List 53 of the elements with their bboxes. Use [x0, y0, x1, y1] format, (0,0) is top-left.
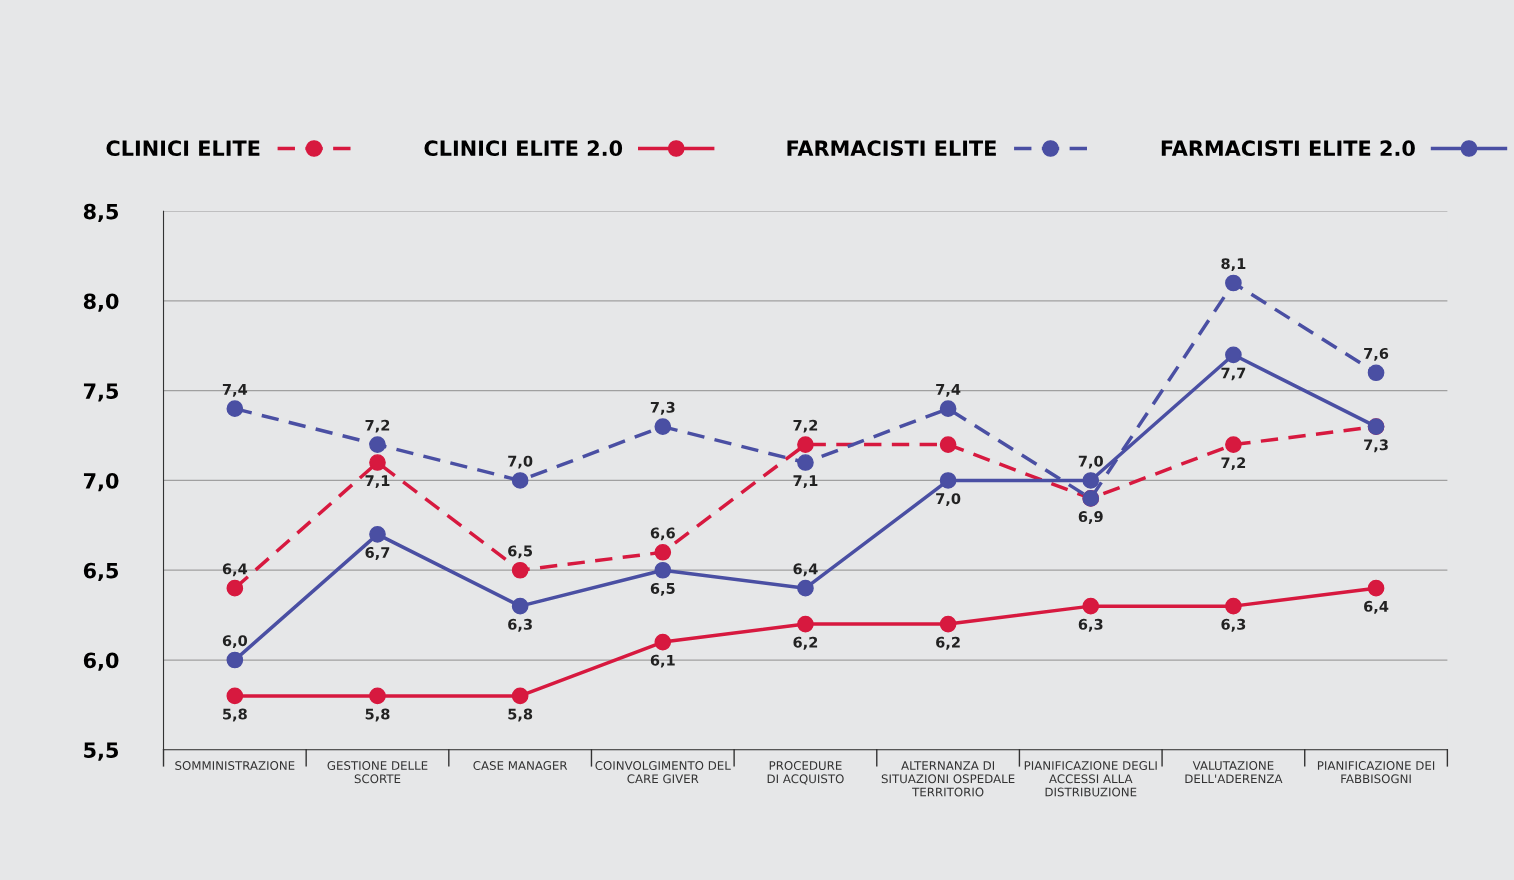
- x-tick-label: CASE MANAGER: [473, 761, 568, 771]
- y-tick-label: 8,0: [83, 293, 119, 312]
- legend-label: FARMACISTI ELITE: [787, 140, 996, 157]
- data-label: 6,6: [650, 527, 675, 541]
- legend-label: FARMACISTI ELITE 2.0: [1161, 140, 1415, 157]
- y-tick-label: 6,0: [83, 652, 119, 671]
- data-label: 7,0: [508, 455, 533, 469]
- data-label: 7,2: [793, 419, 818, 433]
- data-label: 5,8: [223, 708, 247, 722]
- data-label: 6,5: [650, 582, 675, 596]
- data-label: 6,4: [793, 563, 818, 577]
- data-label: 7,2: [1221, 457, 1246, 471]
- y-tick-label: 5,5: [84, 742, 119, 761]
- legend-label: CLINICI ELITE 2.0: [424, 140, 623, 157]
- data-label: 5,8: [508, 708, 533, 722]
- data-label: 6,9: [1078, 511, 1103, 524]
- x-tick-label: COINVOLGIMENTO DEL CARE GIVER: [595, 761, 731, 784]
- data-label: 6,3: [1221, 618, 1246, 632]
- x-tick-label: PIANIFICAZIONE DEGLI ACCESSI ALLA DISTRIBUZIONE: [1024, 761, 1157, 797]
- data-label: 7,0: [936, 493, 961, 507]
- data-label: 8,1: [1221, 258, 1246, 272]
- y-tick-label: 8,5: [83, 203, 119, 223]
- data-label: 7,3: [1364, 439, 1388, 453]
- data-label: 7,4: [936, 384, 961, 397]
- data-label: 7,1: [793, 475, 818, 489]
- data-label: 6,4: [1364, 600, 1389, 614]
- data-label: 6,0: [222, 635, 248, 649]
- x-tick-label: GESTIONE DELLE SCORTE: [327, 761, 428, 784]
- data-label: 6,4: [222, 563, 248, 577]
- y-tick-label: 6,5: [83, 562, 119, 582]
- data-label: 6,2: [936, 636, 960, 650]
- data-label: 5,8: [365, 708, 390, 722]
- data-label: 6,5: [508, 545, 533, 559]
- y-tick-label: 7,0: [83, 472, 119, 492]
- data-label: 7,2: [365, 419, 390, 433]
- data-label: 7,1: [365, 475, 390, 489]
- data-label: 6,3: [1078, 618, 1103, 632]
- x-tick-label: SOMMINISTRAZIONE: [175, 761, 295, 771]
- legend-label: CLINICI ELITE: [106, 140, 260, 157]
- data-label: 7,7: [1221, 367, 1246, 381]
- data-label: 7,3: [650, 401, 675, 415]
- data-label: 6,2: [793, 636, 818, 650]
- data-label: 6,1: [650, 654, 675, 668]
- x-tick-label: VALUTAZIONE DELL'ADERENZA: [1185, 761, 1283, 784]
- x-tick-label: ALTERNANZA DI SITUAZIONI OSPEDALE TERRITORIO: [881, 761, 1015, 797]
- x-tick-label: PIANIFICAZIONE DEI FABBISOGNI: [1317, 761, 1435, 784]
- y-tick-label: 7,5: [83, 383, 119, 402]
- data-label: 7,0: [1078, 455, 1103, 469]
- data-label: 6,7: [365, 546, 390, 560]
- data-label: 7,6: [1364, 347, 1389, 361]
- data-label: 6,3: [508, 618, 532, 632]
- x-tick-label: PROCEDURE DI ACQUISTO: [767, 761, 844, 785]
- data-label: 7,4: [222, 384, 248, 397]
